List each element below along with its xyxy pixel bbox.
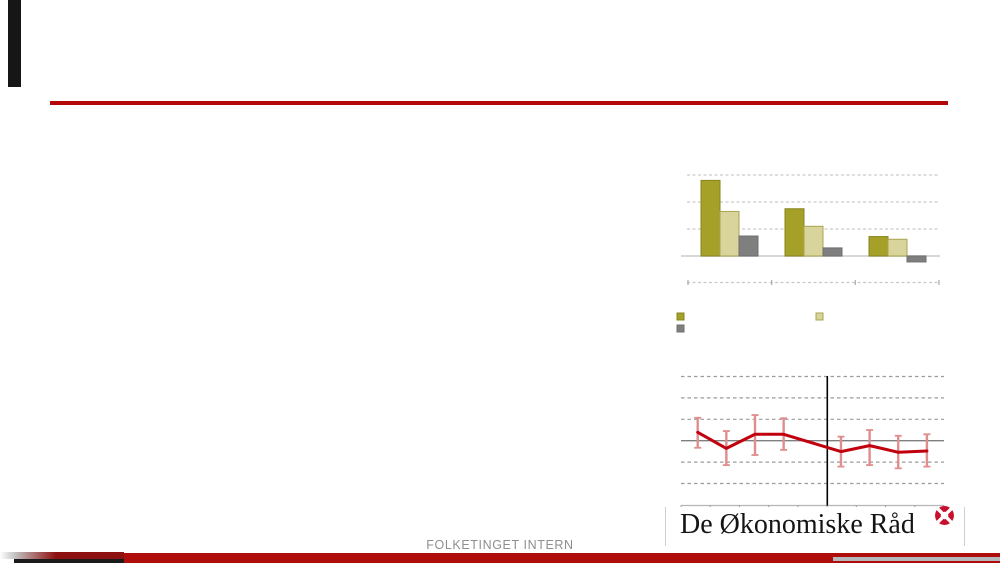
top-accent-line xyxy=(50,101,948,105)
bar xyxy=(719,210,740,257)
legend-swatch xyxy=(676,324,685,333)
data-line xyxy=(696,430,929,454)
footer-bar-left-gradient xyxy=(0,551,124,559)
footer-bar-black-segment xyxy=(14,559,124,563)
bar xyxy=(887,238,908,257)
footer-bar-gray-segment xyxy=(833,557,1000,562)
legend-swatch xyxy=(676,312,685,321)
bar xyxy=(906,255,927,263)
lifebuoy-icon xyxy=(935,506,954,525)
logo-text: De Økonomiske Råd xyxy=(680,509,915,540)
bar xyxy=(803,225,824,257)
footer-bar-red xyxy=(120,552,1000,563)
bar xyxy=(738,235,759,257)
left-edge-black-bar xyxy=(8,0,21,87)
logo-box: De Økonomiske Råd xyxy=(665,506,965,546)
footer-text: FOLKETINGET INTERN xyxy=(426,538,574,552)
legend-swatch xyxy=(815,312,824,321)
bar xyxy=(868,236,889,257)
bar xyxy=(700,179,721,257)
bar xyxy=(822,247,843,257)
bar xyxy=(784,208,805,257)
